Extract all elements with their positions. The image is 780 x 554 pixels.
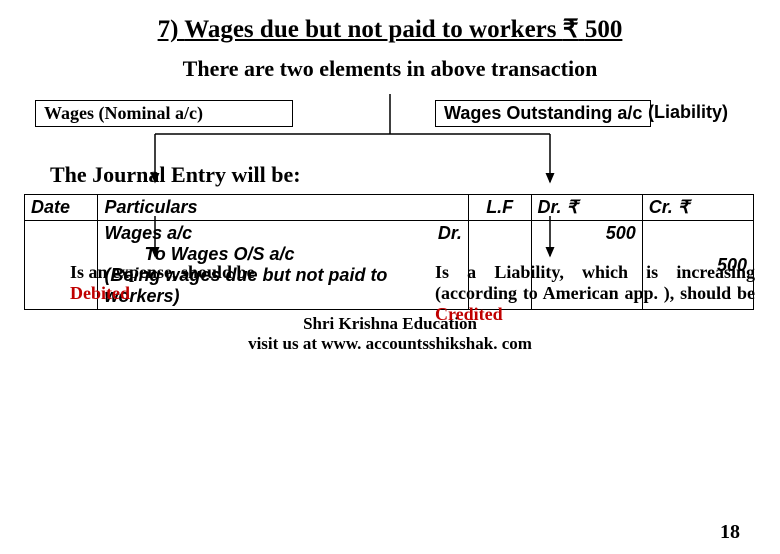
journal-heading: The Journal Entry will be: [50, 162, 780, 188]
rupee-icon: ₹ [563, 16, 579, 43]
particulars-line1: Wages a/c [104, 223, 192, 244]
expl-right-credited: Credited [435, 304, 503, 324]
rupee-icon: ₹ [567, 197, 578, 217]
footer-line2: visit us at www. accountsshikshak. com [248, 334, 532, 353]
page-number: 18 [720, 521, 740, 544]
header-cr: Cr. ₹ [642, 195, 753, 221]
box-wages-nominal: Wages (Nominal a/c) [35, 100, 293, 127]
explanation-right: Is a Liability, which is increasing (acc… [435, 262, 755, 325]
subtitle: There are two elements in above transact… [0, 56, 780, 82]
header-particulars: Particulars [98, 195, 468, 221]
title-prefix: 7) [158, 16, 185, 43]
explanation-left: Is an expense, should be Debited [70, 262, 330, 304]
title-amount: 500 [585, 16, 623, 43]
particulars-dr: Dr. [438, 223, 462, 244]
expl-left-line1: Is an expense, should be [70, 262, 255, 282]
title-text: Wages due but not paid to workers [184, 16, 556, 43]
header-dr: Dr. ₹ [531, 195, 642, 221]
expl-left-debited: Debited [70, 283, 130, 303]
header-date: Date [25, 195, 98, 221]
header-lf: L.F [468, 195, 531, 221]
liability-label: (Liability) [648, 102, 728, 123]
expl-right-text: Is a Liability, which is increasing (acc… [435, 262, 755, 303]
page-title: 7) Wages due but not paid to workers ₹ 5… [0, 14, 780, 44]
rupee-icon: ₹ [678, 197, 689, 217]
box-wages-outstanding: Wages Outstanding a/c [435, 100, 651, 127]
table-header-row: Date Particulars L.F Dr. ₹ Cr. ₹ [25, 195, 754, 221]
